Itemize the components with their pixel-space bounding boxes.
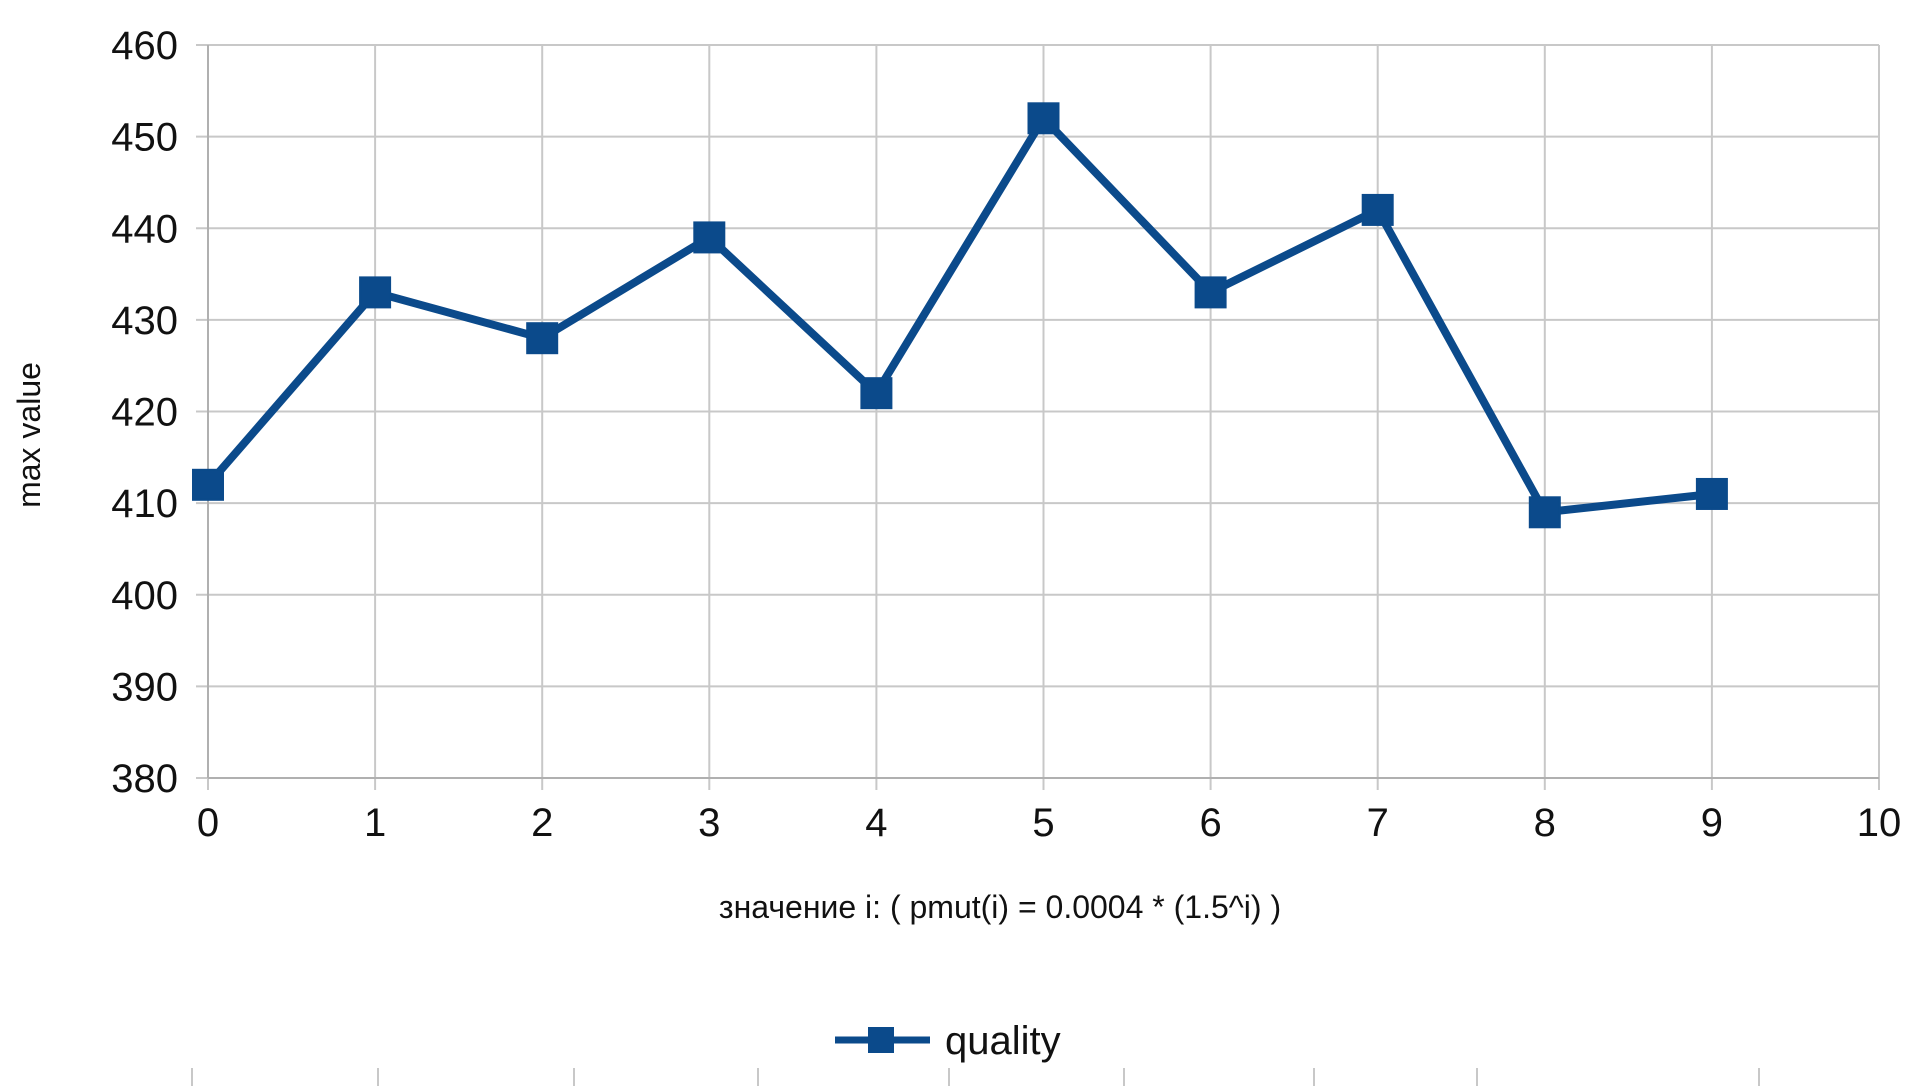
legend: quality [835,1019,1061,1063]
series [192,102,1728,529]
data-point-quality-7 [1361,193,1394,226]
y-tick-label-450: 450 [111,116,178,160]
data-point-quality-5 [1027,102,1060,135]
x-tick-label-2: 2 [531,801,553,845]
data-point-quality-6 [1194,276,1227,309]
data-point-quality-0 [192,468,224,501]
x-tick-label-1: 1 [364,801,386,845]
legend-label-quality: quality [945,1019,1061,1063]
y-tick-label-410: 410 [111,482,178,526]
grid [196,44,1880,790]
legend-marker-quality [868,1027,894,1053]
x-tick-label-7: 7 [1367,801,1389,845]
data-point-quality-9 [1695,477,1728,510]
series-line-quality [204,111,1713,517]
axes [207,45,1879,779]
x-tick-label-5: 5 [1032,801,1054,845]
x-tick-label-3: 3 [698,801,720,845]
x-axis-title: значение i: ( pmut(i) = 0.0004 * (1.5^i)… [719,889,1281,925]
x-tick-label-4: 4 [865,801,887,845]
tick-labels: 380 390 400 410 420 430 440 450 460 0 1 2 3 4 5 6 7 8 9 10 [111,24,1901,845]
y-axis-title: max value [11,362,47,508]
x-tick-label-9: 9 [1701,801,1723,845]
data-point-quality-3 [693,221,726,254]
y-tick-label-430: 430 [111,299,178,343]
data-point-quality-4 [860,377,893,410]
x-tick-label-8: 8 [1534,801,1556,845]
y-tick-label-390: 390 [111,665,178,709]
y-tick-label-440: 440 [111,207,178,251]
y-tick-label-400: 400 [111,574,178,618]
x-tick-label-6: 6 [1199,801,1221,845]
bottom-divider-ticks [191,1068,1760,1086]
x-tick-label-0: 0 [197,801,219,845]
data-point-quality-8 [1528,496,1561,529]
y-tick-label-460: 460 [111,24,178,68]
data-point-quality-2 [526,322,559,355]
data-point-quality-1 [359,276,392,309]
y-tick-label-420: 420 [111,391,178,435]
y-tick-label-380: 380 [111,757,178,801]
x-tick-label-10: 10 [1857,801,1902,845]
